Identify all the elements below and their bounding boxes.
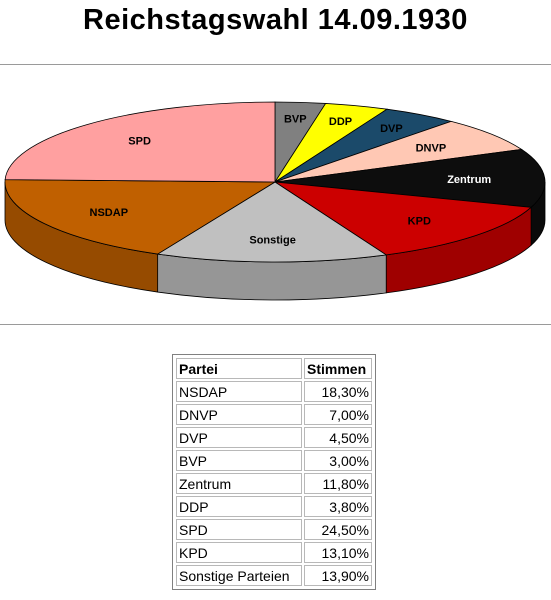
vote-share: 24,50% (304, 519, 372, 540)
pie-label-kpd: KPD (408, 216, 431, 228)
party-name: Zentrum (176, 473, 302, 494)
pie-slice-dnvp (274, 120, 523, 183)
party-name: NSDAP (176, 381, 302, 402)
pie-label-dvp: DVP (380, 123, 403, 135)
party-name: BVP (176, 450, 302, 471)
vote-share: 18,30% (304, 381, 372, 402)
header-party: Partei (176, 358, 302, 379)
table-row: Zentrum 11,80% (176, 473, 372, 494)
vote-share: 7,00% (304, 404, 372, 425)
table-row: Sonstige Parteien 13,90% (176, 565, 372, 586)
table-row: BVP 3,00% (176, 450, 372, 471)
vote-share: 3,80% (304, 496, 372, 517)
pie-slice-spd (4, 101, 276, 183)
pie-label-ddp: DDP (329, 116, 352, 128)
pie-label-dnvp: DNVP (416, 143, 447, 155)
header-votes: Stimmen (304, 358, 372, 379)
pie-chart: BVP DDP DVP DNVP Zentrum KPD Sonstige NSDAP SPD (4, 101, 546, 301)
table-row: KPD 13,10% (176, 542, 372, 563)
pie-slice-kpd (274, 181, 533, 256)
party-name: SPD (176, 519, 302, 540)
vote-share: 4,50% (304, 427, 372, 448)
party-name: Sonstige Parteien (176, 565, 302, 586)
pie-slice-zentrum (274, 148, 546, 208)
pie-slice-nsdap (4, 179, 277, 255)
vote-share: 13,90% (304, 565, 372, 586)
party-name: KPD (176, 542, 302, 563)
pie-label-spd: SPD (128, 136, 151, 148)
pie-label-sonstige: Sonstige (249, 235, 295, 247)
vote-share: 13,10% (304, 542, 372, 563)
results-table: Partei Stimmen NSDAP 18,30% DNVP 7,00% DVP… (172, 354, 376, 590)
table-row: SPD 24,50% (176, 519, 372, 540)
party-name: DNVP (176, 404, 302, 425)
table-header-row: Partei Stimmen (176, 358, 372, 379)
bottom-divider (0, 324, 551, 325)
table-row: NSDAP 18,30% (176, 381, 372, 402)
top-divider (0, 64, 551, 65)
pie-label-bvp: BVP (284, 113, 307, 125)
table-row: DDP 3,80% (176, 496, 372, 517)
pie-label-zentrum: Zentrum (447, 174, 491, 186)
vote-share: 11,80% (304, 473, 372, 494)
page-title: Reichstagswahl 14.09.1930 (83, 4, 468, 36)
pie-labels: BVP DDP DVP DNVP Zentrum KPD Sonstige NSDAP SPD (90, 113, 492, 246)
table-row: DVP 4,50% (176, 427, 372, 448)
party-name: DDP (176, 496, 302, 517)
vote-share: 3,00% (304, 450, 372, 471)
pie-tops (4, 101, 546, 263)
pie-label-nsdap: NSDAP (90, 207, 129, 219)
pie-slice-sonstige (156, 181, 388, 263)
table-row: DNVP 7,00% (176, 404, 372, 425)
party-name: DVP (176, 427, 302, 448)
